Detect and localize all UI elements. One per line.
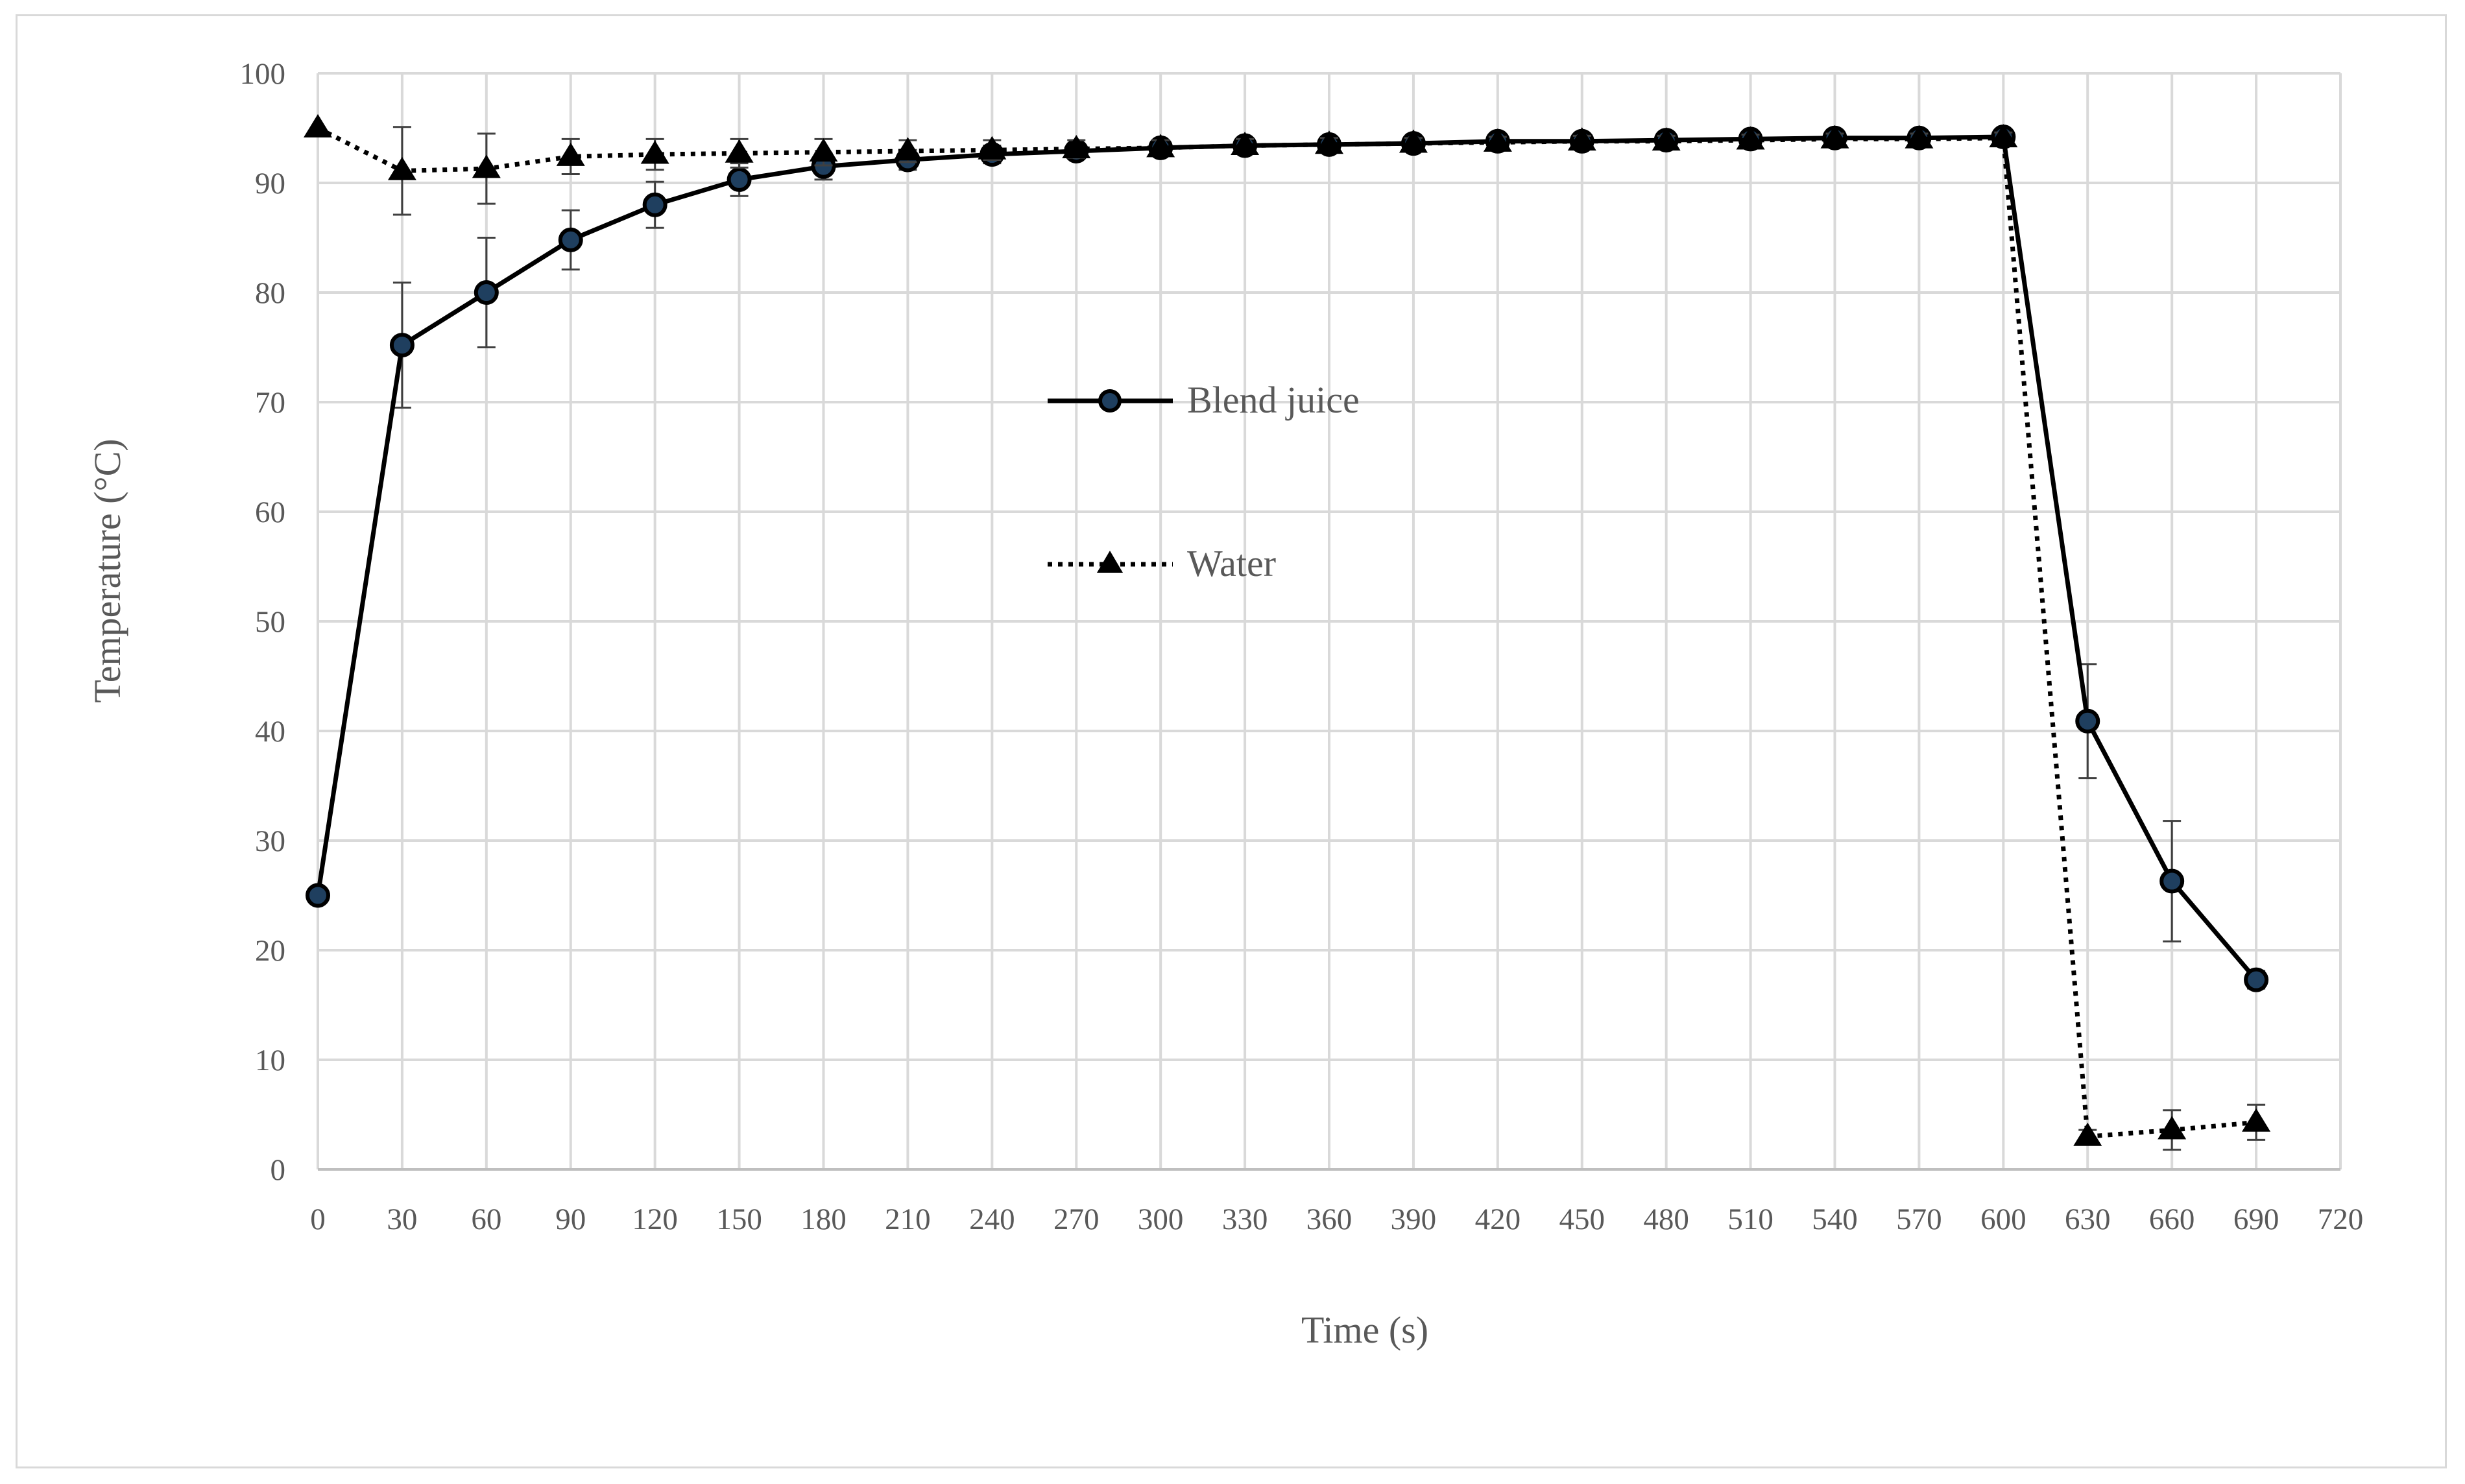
y-tick-label-50: 50 — [255, 605, 285, 639]
x-tick-label-240: 240 — [969, 1203, 1015, 1236]
x-tick-label-420: 420 — [1475, 1203, 1521, 1236]
x-tick-label-540: 540 — [1812, 1203, 1858, 1236]
y-tick-label-0: 0 — [271, 1153, 286, 1187]
point-blend-juice-150 — [727, 167, 752, 192]
point-water-660 — [2158, 1116, 2187, 1140]
point-water-210 — [893, 137, 922, 161]
x-tick-label-720: 720 — [2318, 1203, 2364, 1236]
x-tick-label-270: 270 — [1053, 1203, 1100, 1236]
x-tick-label-660: 660 — [2149, 1203, 2195, 1236]
point-water-510 — [1736, 126, 1765, 150]
legend: Blend juice Water — [1048, 379, 1360, 584]
point-water-420 — [1483, 128, 1512, 152]
point-water-360 — [1315, 130, 1343, 154]
legend-label-blend-juice: Blend juice — [1187, 379, 1360, 421]
chart-frame — [16, 14, 2447, 1468]
point-water-60 — [472, 154, 501, 178]
x-tick-label-300: 300 — [1138, 1203, 1184, 1236]
point-blend-juice-60 — [474, 280, 499, 305]
point-blend-juice-660 — [2159, 868, 2185, 894]
y-tick-label-30: 30 — [255, 824, 285, 858]
x-tick-label-510: 510 — [1727, 1203, 1774, 1236]
legend-marker-water — [1097, 551, 1123, 573]
point-water-30 — [387, 156, 416, 180]
x-tick-label-0: 0 — [310, 1203, 326, 1236]
x-tick-label-180: 180 — [800, 1203, 847, 1236]
legend-item-water: Water — [1048, 542, 1276, 584]
legend-item-blend-juice: Blend juice — [1048, 379, 1360, 421]
x-tick-label-450: 450 — [1559, 1203, 1605, 1236]
x-tick-label-90: 90 — [555, 1203, 586, 1236]
x-tick-labels: 0 30 60 90 120 150 180 210 240 270 300 330 360 390 420… — [310, 1203, 2363, 1236]
x-tick-label-330: 330 — [1222, 1203, 1268, 1236]
y-tick-label-40: 40 — [255, 715, 285, 748]
point-blend-juice-690 — [2244, 967, 2269, 992]
y-tick-label-10: 10 — [255, 1044, 285, 1077]
y-axis-title: Temperature (°C) — [86, 438, 128, 702]
point-water-540 — [1820, 125, 1849, 149]
y-tick-label-60: 60 — [255, 496, 285, 529]
point-water-120 — [640, 140, 669, 164]
point-water-690 — [2242, 1108, 2271, 1132]
point-water-480 — [1652, 127, 1681, 151]
x-tick-label-630: 630 — [2065, 1203, 2111, 1236]
grid-lines — [317, 72, 2342, 1171]
y-tick-label-90: 90 — [255, 167, 285, 200]
x-tick-label-600: 600 — [1980, 1203, 2026, 1236]
x-tick-label-30: 30 — [387, 1203, 417, 1236]
point-water-330 — [1231, 131, 1260, 155]
point-blend-juice-30 — [389, 333, 415, 358]
x-tick-label-150: 150 — [716, 1203, 762, 1236]
point-blend-juice-120 — [642, 192, 667, 217]
point-water-180 — [809, 138, 838, 162]
point-water-0 — [304, 114, 332, 138]
x-tick-label-690: 690 — [2233, 1203, 2279, 1236]
point-blend-juice-0 — [306, 883, 330, 908]
point-water-630 — [2073, 1122, 2102, 1146]
x-tick-label-210: 210 — [885, 1203, 931, 1236]
series-line-water — [317, 126, 2257, 1139]
point-water-390 — [1399, 129, 1428, 153]
x-axis-title: Time (s) — [1301, 1309, 1428, 1351]
x-tick-label-60: 60 — [471, 1203, 501, 1236]
point-water-270 — [1062, 135, 1091, 159]
x-tick-label-480: 480 — [1643, 1203, 1689, 1236]
x-tick-label-390: 390 — [1391, 1203, 1437, 1236]
y-tick-label-20: 20 — [255, 934, 285, 968]
point-water-600 — [1989, 124, 2018, 148]
point-water-300 — [1146, 134, 1175, 158]
series-layer — [304, 114, 2271, 1151]
series-blend-juice — [306, 125, 2269, 992]
y-tick-label-70: 70 — [255, 386, 285, 420]
y-tick-labels: 0 10 20 30 40 50 60 70 80 90 100 — [240, 57, 286, 1187]
x-tick-label-120: 120 — [632, 1203, 678, 1236]
point-water-150 — [725, 139, 754, 163]
x-tick-label-360: 360 — [1306, 1203, 1353, 1236]
point-water-570 — [1905, 125, 1934, 149]
x-tick-label-570: 570 — [1896, 1203, 1942, 1236]
point-water-240 — [978, 136, 1007, 160]
point-blend-juice-630 — [2075, 708, 2100, 734]
series-line-blend-juice — [315, 134, 2258, 981]
y-tick-label-80: 80 — [255, 276, 285, 310]
point-water-450 — [1567, 127, 1596, 151]
point-blend-juice-90 — [558, 227, 583, 252]
legend-marker-blend-juice — [1098, 389, 1122, 413]
point-water-90 — [556, 142, 585, 166]
legend-label-water: Water — [1187, 542, 1276, 584]
y-tick-label-100: 100 — [240, 57, 286, 91]
series-water — [304, 114, 2271, 1151]
